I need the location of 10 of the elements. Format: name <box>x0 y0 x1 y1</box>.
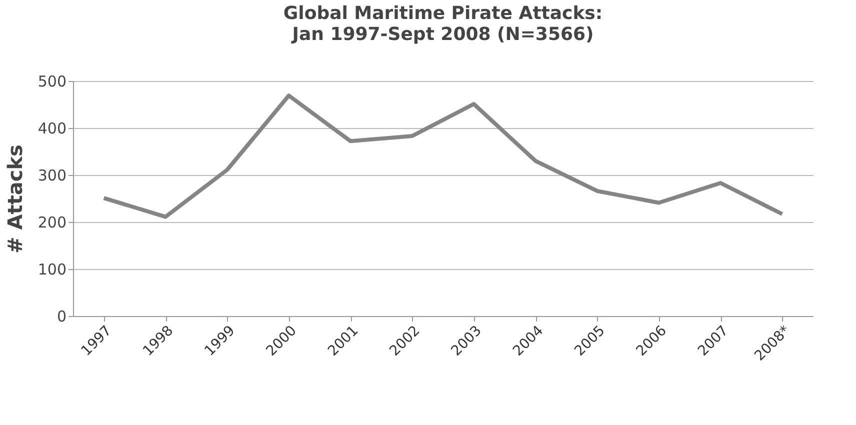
y-tick-label: 0 <box>56 308 66 326</box>
y-tick-label: 500 <box>38 72 66 90</box>
y-axis-title: # Attacks <box>2 144 27 254</box>
line-series <box>102 94 784 219</box>
y-tick-label: 100 <box>38 260 66 278</box>
y-tick-label: 400 <box>38 120 66 138</box>
chart-title: Global Maritime Pirate Attacks: <box>283 3 603 24</box>
chart-subtitle: Jan 1997-Sept 2008 (N=3566) <box>290 24 594 45</box>
y-tick-label: 200 <box>38 214 66 232</box>
y-tick-label: 300 <box>38 166 66 184</box>
